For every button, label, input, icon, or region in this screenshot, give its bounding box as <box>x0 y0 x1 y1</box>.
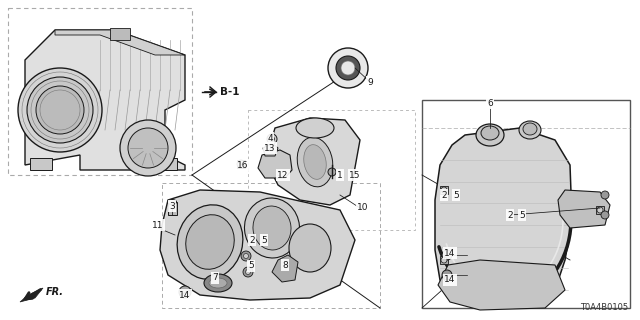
Text: 2: 2 <box>249 236 255 244</box>
Circle shape <box>328 48 368 88</box>
Bar <box>168 202 177 215</box>
Text: 14: 14 <box>444 276 456 284</box>
Circle shape <box>36 86 84 134</box>
Polygon shape <box>258 150 292 178</box>
Text: 13: 13 <box>264 143 276 153</box>
Bar <box>110 28 130 40</box>
Polygon shape <box>435 128 572 308</box>
Circle shape <box>128 128 168 168</box>
Text: 6: 6 <box>487 99 493 108</box>
Polygon shape <box>558 190 610 228</box>
Circle shape <box>179 286 191 298</box>
Text: 8: 8 <box>282 260 288 269</box>
Polygon shape <box>25 30 185 170</box>
Circle shape <box>441 187 447 193</box>
Circle shape <box>241 251 251 261</box>
Ellipse shape <box>186 215 234 269</box>
Text: 14: 14 <box>444 249 456 258</box>
Polygon shape <box>263 143 278 156</box>
Circle shape <box>442 270 452 280</box>
Polygon shape <box>20 288 43 302</box>
Bar <box>422 100 630 308</box>
Circle shape <box>18 68 102 152</box>
Ellipse shape <box>297 137 333 187</box>
Circle shape <box>336 56 360 80</box>
Circle shape <box>442 250 452 260</box>
Bar <box>237 160 245 168</box>
Bar <box>248 110 415 230</box>
Circle shape <box>441 257 447 263</box>
Circle shape <box>601 191 609 199</box>
Ellipse shape <box>177 205 243 279</box>
Text: 5: 5 <box>519 211 525 220</box>
Bar <box>440 186 448 194</box>
Circle shape <box>597 207 603 213</box>
Circle shape <box>269 137 275 141</box>
Polygon shape <box>160 190 355 300</box>
Circle shape <box>27 77 93 143</box>
Polygon shape <box>272 255 298 282</box>
Text: 15: 15 <box>349 171 361 180</box>
Circle shape <box>246 269 250 275</box>
Polygon shape <box>55 30 185 55</box>
Text: 2: 2 <box>507 211 513 220</box>
Text: 5: 5 <box>248 261 254 270</box>
Text: 11: 11 <box>152 220 164 229</box>
Circle shape <box>328 168 336 176</box>
Text: 4: 4 <box>267 133 273 142</box>
Text: 14: 14 <box>179 291 191 300</box>
Text: 5: 5 <box>453 190 459 199</box>
Ellipse shape <box>476 124 504 146</box>
Circle shape <box>243 253 248 259</box>
Bar <box>440 256 448 264</box>
Ellipse shape <box>304 145 326 179</box>
Bar <box>8 8 192 175</box>
Circle shape <box>243 267 253 277</box>
Circle shape <box>267 134 277 144</box>
Ellipse shape <box>244 198 300 258</box>
Polygon shape <box>268 118 360 205</box>
Text: 5: 5 <box>261 236 267 244</box>
Circle shape <box>120 120 176 176</box>
Text: 7: 7 <box>212 274 218 283</box>
Text: 2: 2 <box>441 190 447 199</box>
Ellipse shape <box>204 274 232 292</box>
Text: B-1: B-1 <box>220 87 239 97</box>
Text: 10: 10 <box>357 203 369 212</box>
Ellipse shape <box>523 123 537 135</box>
Text: 12: 12 <box>277 171 289 180</box>
Text: FR.: FR. <box>46 287 64 297</box>
Bar <box>162 183 380 308</box>
Ellipse shape <box>289 224 331 272</box>
Ellipse shape <box>253 206 291 250</box>
Bar <box>155 158 177 170</box>
Text: 9: 9 <box>367 77 373 86</box>
Circle shape <box>341 61 355 75</box>
Ellipse shape <box>519 121 541 139</box>
Circle shape <box>601 211 609 219</box>
Ellipse shape <box>481 126 499 140</box>
Ellipse shape <box>296 118 334 138</box>
Ellipse shape <box>168 199 177 204</box>
Bar <box>30 158 52 170</box>
Text: 16: 16 <box>237 161 249 170</box>
Ellipse shape <box>209 278 227 288</box>
Text: T0A4B0105: T0A4B0105 <box>580 303 628 312</box>
Text: 3: 3 <box>169 202 175 211</box>
Text: 1: 1 <box>337 171 343 180</box>
Bar <box>596 206 604 214</box>
Circle shape <box>237 160 245 168</box>
Polygon shape <box>438 260 565 310</box>
